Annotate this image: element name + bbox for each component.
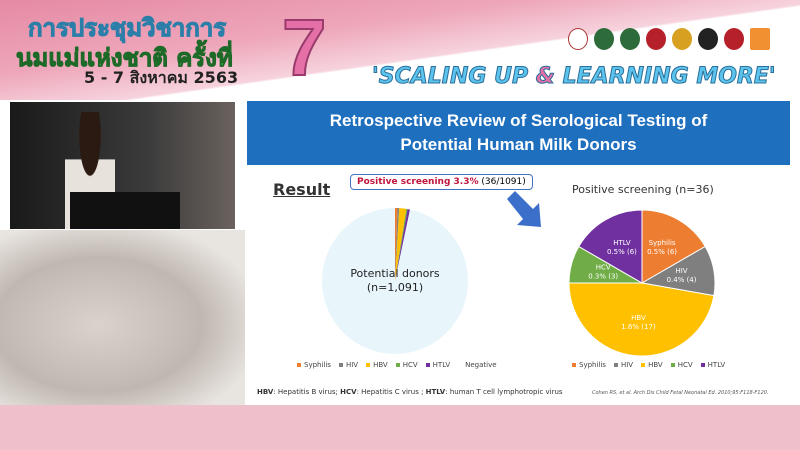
callout-bold: Positive screening 3.3% [357, 177, 479, 187]
background-photo [0, 230, 245, 420]
pie1-center-label: (n=1,091) [367, 281, 423, 294]
legend-item: HCV [395, 361, 418, 369]
pie2-legend: Syphilis HIV HBV HCV HTLV [572, 361, 725, 369]
pie-slice-hbv [568, 282, 715, 357]
footnote: HBV: Hepatitis B virus; HCV: Hepatitis C… [257, 388, 563, 396]
slice-label: 0.3% (3) [588, 273, 618, 281]
logo [646, 28, 666, 50]
legend-item: Negative [458, 361, 497, 369]
presentation-slide: Retrospective Review of Serological Test… [247, 101, 790, 403]
legend-item: Syphilis [572, 361, 606, 369]
citation: Cohen RS, et al. Arch Dis Child Fetal Ne… [592, 390, 769, 396]
pie-slice-hcv [395, 208, 408, 281]
slice-label: 0.5% (6) [607, 248, 637, 256]
pie-slice-negative [322, 208, 469, 354]
slide-title-line1: Retrospective Review of Serological Test… [329, 111, 708, 130]
pie1-legend: Syphilis HIV HBV HCV HTLV Negative [297, 361, 497, 369]
legend-item: HCV [670, 361, 693, 369]
logo [594, 28, 614, 50]
pie-slice-syphilis [641, 209, 706, 284]
pie-slice-hiv [395, 208, 400, 281]
legend-item: Syphilis [297, 361, 331, 369]
speaker-video [10, 102, 235, 229]
legend-item: HIV [613, 361, 633, 369]
pie-slice-htlv [395, 209, 411, 281]
footnote-term: HCV [340, 388, 357, 396]
logo [698, 28, 718, 50]
bottom-strip [0, 405, 800, 450]
slice-label: HIV [675, 267, 687, 275]
slice-label: 0.4% (4) [667, 276, 697, 284]
sponsor-logos [568, 28, 770, 50]
slogan-part: 'SCALING UP [372, 64, 536, 90]
logo [750, 28, 770, 50]
slice-label: HCV [596, 264, 611, 272]
result-heading: Result [273, 180, 331, 199]
slice-label: HBV [631, 314, 646, 322]
footnote-term: HBV [257, 388, 274, 396]
conference-banner: การประชุมวิชาการ นมแม่แห่งชาติ ครั้งที่ … [0, 0, 800, 100]
slice-label: Syphilis [649, 239, 676, 247]
pie1-center-label: Potential donors [350, 267, 440, 280]
banner-slogan: 'SCALING UP & LEARNING MORE' [372, 64, 777, 90]
logo [672, 28, 692, 50]
slice-label: HTLV [613, 239, 631, 247]
legend-item: HBV [641, 361, 663, 369]
pie-slice-hbv [395, 208, 407, 281]
banner-title-line1: การประชุมวิชาการ [27, 14, 227, 43]
legend-item: HBV [366, 361, 388, 369]
callout-rest: (36/1091) [478, 177, 526, 187]
positive-callout: Positive screening 3.3% (36/1091) [350, 174, 533, 190]
banner-title-line2: นมแม่แห่งชาติ ครั้งที่ [16, 44, 234, 73]
legend-item: HIV [338, 361, 358, 369]
arrow-icon [507, 191, 541, 227]
slice-label: 1.6% (17) [621, 323, 656, 331]
logo [620, 28, 640, 50]
pie2-title: Positive screening (n=36) [572, 183, 714, 196]
podium [70, 192, 180, 229]
slice-label: 0.5% (6) [647, 248, 677, 256]
slide-title: Retrospective Review of Serological Test… [247, 101, 790, 165]
pie-slice-syphilis [395, 208, 398, 281]
legend-item: HTLV [425, 361, 450, 369]
slide-title-line2: Potential Human Milk Donors [400, 135, 637, 154]
footnote-term: HTLV [425, 388, 446, 396]
slogan-amp: & [535, 64, 555, 90]
banner-dates: 5 - 7 สิงหาคม 2563 [84, 68, 239, 87]
legend-item: HTLV [700, 361, 725, 369]
pie-slice-htlv [578, 209, 643, 284]
logo [568, 28, 588, 50]
slogan-part: LEARNING MORE' [554, 64, 776, 90]
logo [724, 28, 744, 50]
banner-number: 7 [281, 2, 327, 93]
